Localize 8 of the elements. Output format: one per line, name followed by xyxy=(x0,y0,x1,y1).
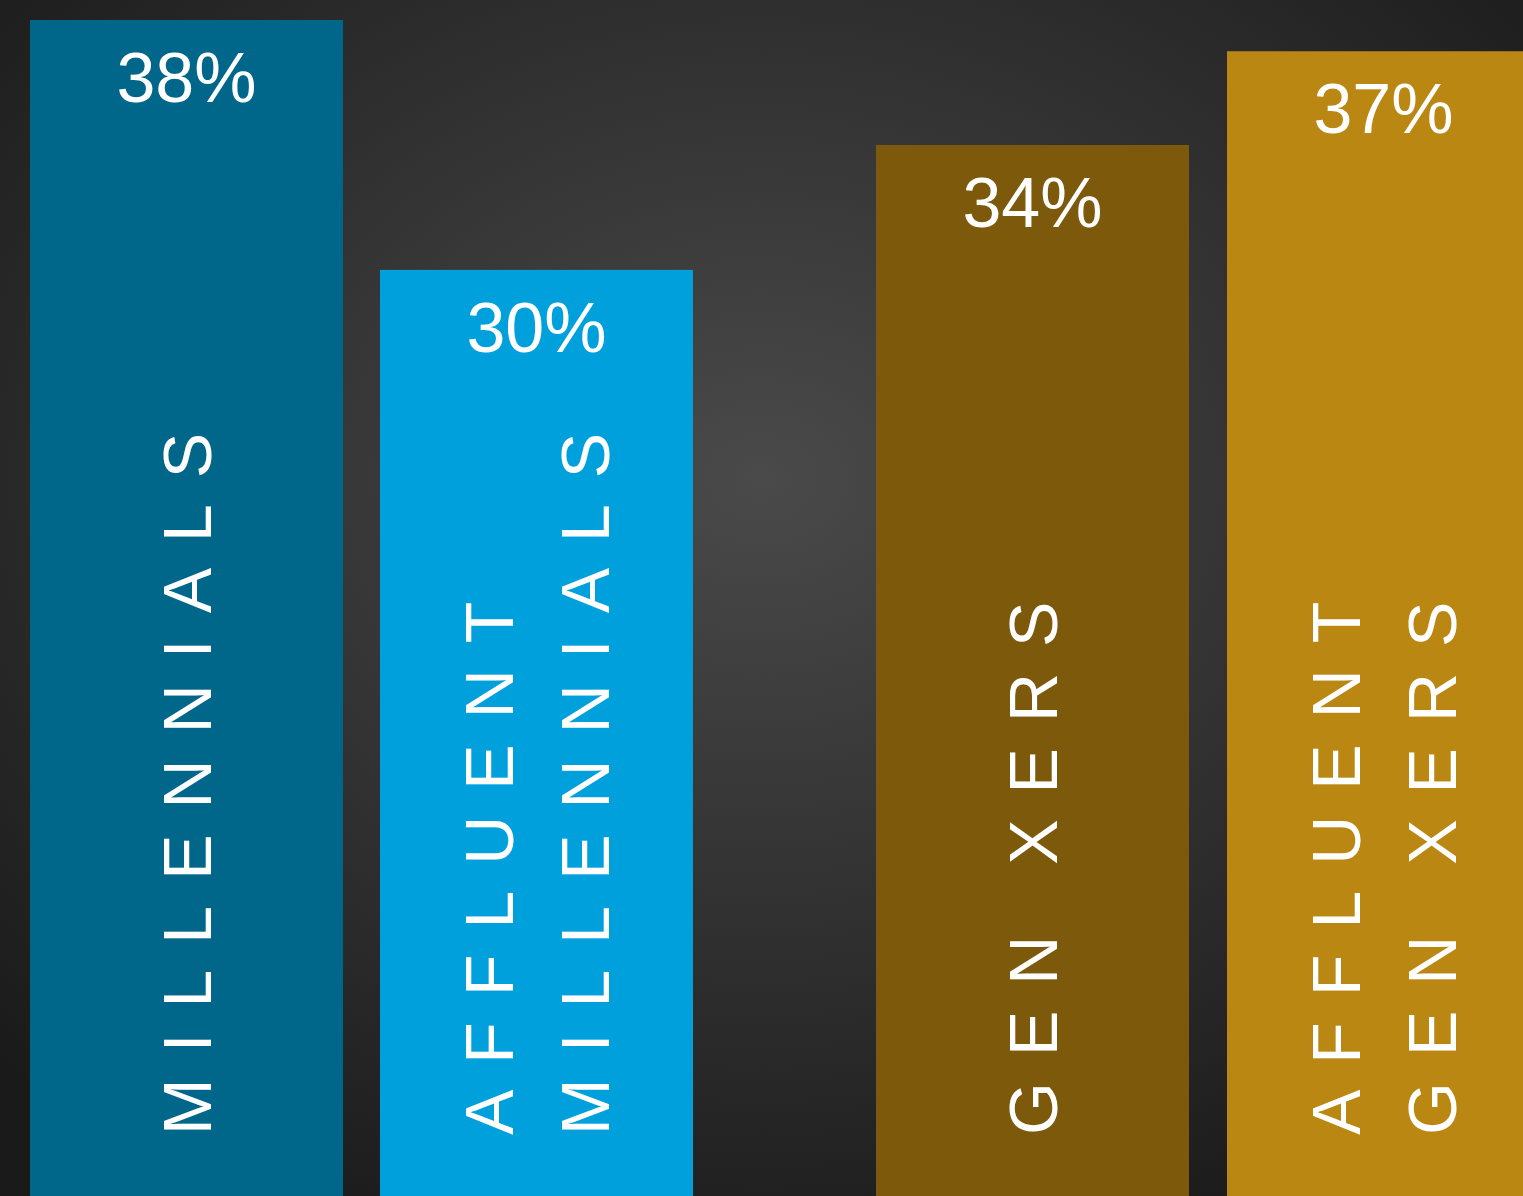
x-tick-label: AFFLUENT GEN XERS xyxy=(1297,575,1470,1135)
x-tick-label: GEN XERS xyxy=(994,575,1071,1135)
data-label: 30% xyxy=(466,288,607,367)
x-tick-label: MILLENNIALS xyxy=(148,406,225,1135)
data-label: 38% xyxy=(116,39,257,117)
data-label: 37% xyxy=(1313,70,1454,149)
x-tick-label: AFFLUENT MILLENNIALS xyxy=(450,406,623,1135)
data-label: 34% xyxy=(962,163,1103,242)
